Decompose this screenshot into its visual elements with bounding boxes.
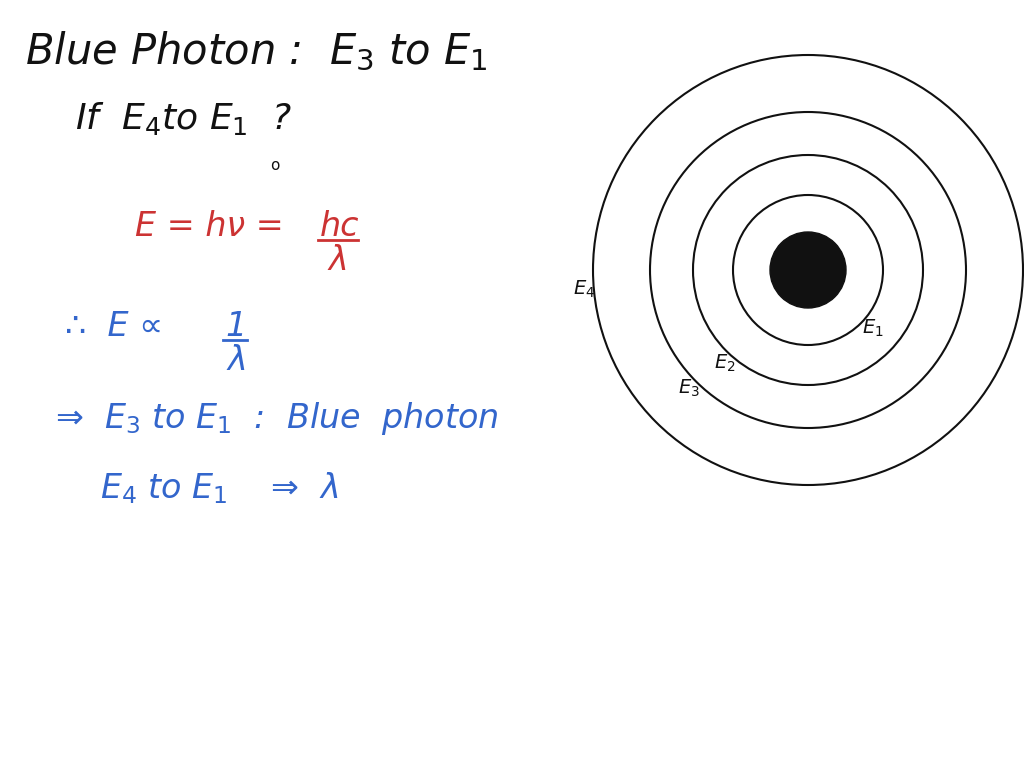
- Text: E = hν =: E = hν =: [135, 210, 294, 243]
- Circle shape: [770, 232, 846, 308]
- Text: $E_4$: $E_4$: [572, 279, 595, 300]
- Text: $E_2$: $E_2$: [714, 353, 735, 373]
- Text: hc: hc: [319, 210, 359, 243]
- Text: λ: λ: [227, 344, 247, 377]
- Text: $E_1$: $E_1$: [862, 317, 884, 339]
- Text: ∴  E ∝: ∴ E ∝: [65, 310, 174, 343]
- Text: Blue Photon :  $E_3$ to $E_1$: Blue Photon : $E_3$ to $E_1$: [25, 30, 487, 73]
- Text: ⇒  $E_3$ to $E_1$  :  Blue  photon: ⇒ $E_3$ to $E_1$ : Blue photon: [55, 400, 499, 437]
- Text: 1: 1: [225, 310, 246, 343]
- Text: o: o: [270, 158, 280, 173]
- Text: If  $E_4$to $E_1$  ?: If $E_4$to $E_1$ ?: [75, 100, 292, 137]
- Text: λ: λ: [328, 244, 348, 277]
- Text: $E_4$ to $E_1$    ⇒  λ: $E_4$ to $E_1$ ⇒ λ: [100, 470, 339, 505]
- Text: $E_3$: $E_3$: [678, 378, 700, 399]
